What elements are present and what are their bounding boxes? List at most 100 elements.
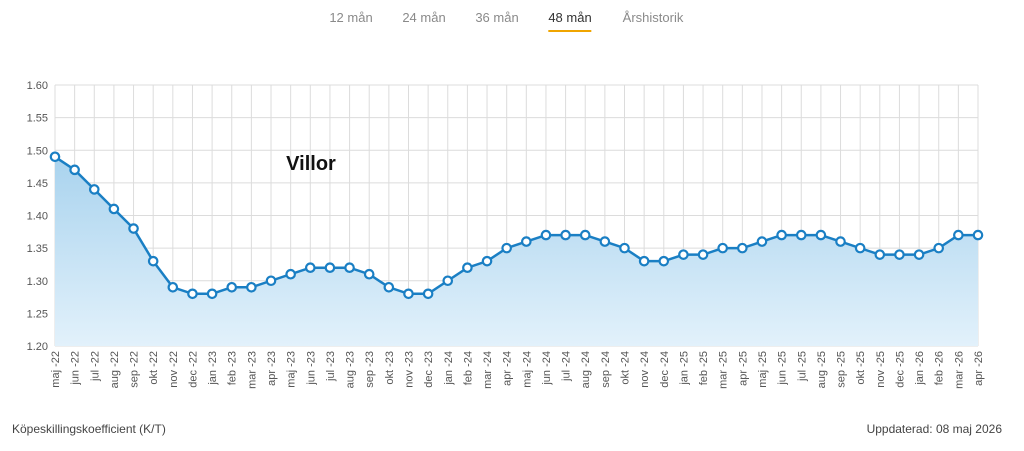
- data-point: [363, 268, 375, 280]
- data-point: [285, 268, 296, 280]
- data-point: [501, 242, 512, 254]
- x-tick-label: sep -25: [836, 351, 848, 388]
- data-point: [304, 262, 316, 273]
- y-tick-label: 1.25: [27, 308, 48, 320]
- x-tick-label: dec -24: [659, 351, 671, 388]
- x-tick-label: jul -25: [796, 351, 808, 382]
- y-tick-label: 1.20: [27, 341, 48, 353]
- data-point: [187, 288, 198, 300]
- data-point: [69, 164, 80, 176]
- x-tick-label: jan -26: [914, 351, 926, 386]
- data-point: [324, 262, 336, 273]
- data-point: [619, 242, 630, 254]
- x-tick-label: feb -24: [462, 351, 474, 385]
- y-tick-label: 1.35: [27, 243, 48, 255]
- x-tick-label: sep -23: [364, 351, 376, 388]
- x-tick-label: jul -23: [325, 351, 337, 382]
- x-tick-label: aug -22: [109, 351, 121, 388]
- x-tick-label: sep -22: [129, 351, 141, 388]
- data-point: [88, 184, 100, 195]
- x-tick-label: apr -23: [266, 351, 278, 386]
- x-tick-label: nov -23: [403, 351, 415, 388]
- data-point: [560, 229, 571, 241]
- data-point: [776, 229, 787, 241]
- x-tick-label: jan -25: [678, 351, 690, 386]
- x-tick-label: jul -22: [89, 351, 101, 382]
- data-point: [972, 229, 984, 241]
- data-point: [737, 242, 748, 254]
- period-tabs: 12 mån 24 mån 36 mån 48 mån Årshistorik: [0, 10, 1024, 36]
- x-tick-label: jan -24: [443, 351, 455, 386]
- data-point: [344, 262, 355, 273]
- x-tick-label: mar -23: [246, 351, 258, 389]
- data-point: [147, 255, 159, 267]
- x-tick-label: maj -25: [757, 351, 769, 388]
- y-tick-label: 1.40: [27, 211, 48, 223]
- x-tick-label: okt -25: [855, 351, 867, 385]
- x-tick-label: feb -26: [934, 351, 946, 385]
- x-tick-label: sep -24: [600, 351, 612, 388]
- data-point: [383, 281, 395, 293]
- x-tick-label: jun -22: [70, 351, 82, 386]
- y-tick-label: 1.45: [27, 178, 48, 190]
- x-tick-label: mar -24: [482, 351, 494, 389]
- tab-12-man[interactable]: 12 mån: [329, 10, 373, 25]
- data-point: [206, 288, 218, 300]
- data-point: [638, 255, 650, 267]
- x-tick-label: jun -23: [305, 351, 317, 386]
- x-tick-label: aug -23: [345, 351, 357, 388]
- chart-title: Villor: [286, 153, 336, 175]
- tab-36-man[interactable]: 36 mån: [475, 10, 519, 25]
- data-point: [658, 255, 670, 267]
- data-point: [795, 229, 807, 241]
- data-point: [894, 249, 905, 260]
- data-point: [521, 236, 532, 247]
- y-tick-label: 1.60: [27, 80, 48, 92]
- footer-updated-date: Uppdaterad: 08 maj 2026: [866, 422, 1002, 436]
- data-point: [874, 249, 886, 260]
- tab-24-man[interactable]: 24 mån: [402, 10, 446, 25]
- x-tick-label: maj -24: [521, 351, 533, 388]
- x-tick-label: aug -24: [580, 351, 592, 388]
- series-area: [55, 156, 978, 346]
- data-point: [854, 242, 866, 254]
- data-point: [697, 249, 709, 260]
- data-point: [599, 236, 611, 247]
- data-point: [835, 236, 846, 247]
- data-point: [481, 255, 493, 267]
- tab-arshistorik[interactable]: Årshistorik: [622, 10, 684, 25]
- x-tick-label: okt -24: [620, 351, 632, 385]
- data-point: [403, 288, 414, 300]
- y-tick-label: 1.50: [27, 145, 48, 157]
- data-point: [462, 262, 473, 273]
- data-point: [246, 281, 257, 293]
- data-point: [108, 203, 120, 215]
- data-point: [678, 249, 689, 260]
- data-point: [717, 242, 729, 254]
- x-tick-label: dec -22: [187, 351, 199, 388]
- data-point: [540, 229, 552, 241]
- data-point: [815, 229, 827, 241]
- data-point: [933, 242, 945, 254]
- x-tick-label: dec -23: [423, 351, 435, 388]
- x-tick-label: dec -25: [894, 351, 906, 388]
- data-point: [579, 229, 591, 241]
- data-point: [913, 249, 925, 260]
- x-tick-label: nov -25: [875, 351, 887, 388]
- x-tick-label: mar -26: [953, 351, 965, 389]
- x-tick-label: jun -24: [541, 351, 553, 386]
- data-point: [756, 236, 768, 247]
- data-point: [128, 223, 139, 234]
- data-point: [422, 288, 434, 300]
- x-tick-label: maj -23: [286, 351, 298, 388]
- x-tick-label: maj -22: [50, 351, 62, 388]
- tab-48-man[interactable]: 48 mån: [548, 10, 592, 32]
- y-tick-label: 1.55: [27, 113, 48, 125]
- x-tick-label: aug -25: [816, 351, 828, 388]
- x-tick-label: jul -24: [561, 351, 573, 382]
- x-tick-label: feb -25: [698, 351, 710, 385]
- data-point: [226, 281, 238, 293]
- footer-metric-label: Köpeskillingskoefficient (K/T): [12, 422, 166, 436]
- data-point: [265, 275, 277, 287]
- x-tick-label: nov -24: [639, 351, 651, 388]
